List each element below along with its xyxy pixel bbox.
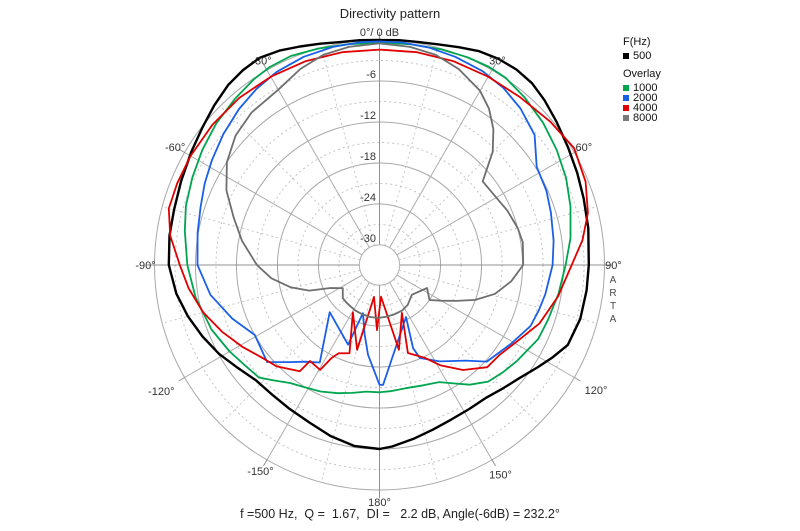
angle-label--30: -30° <box>251 56 271 68</box>
angle-label--150: -150° <box>247 466 273 478</box>
db-label--24: -24 <box>360 192 376 204</box>
radial-grid-120deg <box>396 274 575 378</box>
inner-scale-limit-circle <box>358 244 401 286</box>
legend-swatch-500 <box>623 53 629 59</box>
radial-grid--75deg <box>162 206 361 261</box>
legend-item-2000: 2000 <box>623 92 661 104</box>
angle-label-60: 60° <box>576 142 593 154</box>
legend-label-8000: 8000 <box>633 112 658 124</box>
legend-swatch-1000 <box>623 85 629 91</box>
legend-item-4000: 4000 <box>623 102 661 114</box>
angle-label-30: 30° <box>489 56 506 68</box>
radial-grid--45deg <box>220 105 366 252</box>
radial-grid-105deg <box>398 269 597 324</box>
radial-grid-150deg <box>389 282 493 461</box>
legend-label-4000: 4000 <box>633 102 658 114</box>
legend-label-500: 500 <box>633 50 652 62</box>
legend: F(Hz) 500 Overlay 1000 2000 4000 8000 <box>623 36 661 130</box>
angle-tick--60deg <box>178 148 185 153</box>
radial-grid--165deg <box>320 284 375 483</box>
angle-tick-120deg <box>574 377 581 382</box>
series-curve-8000hz <box>225 42 525 319</box>
legend-item-1000: 1000 <box>623 82 661 94</box>
db-label--12: -12 <box>360 110 376 122</box>
radial-grid--30deg <box>266 69 370 248</box>
radial-grid-135deg <box>393 278 539 425</box>
legend-overlay-header: Overlay <box>623 68 661 80</box>
legend-frequency-header: F(Hz) <box>623 36 651 48</box>
angle-tick--120deg <box>178 377 185 382</box>
angle-label--90: -90° <box>135 260 155 272</box>
legend-swatch-4000 <box>623 105 629 111</box>
radial-grid--15deg <box>320 47 375 246</box>
db-label--18: -18 <box>360 151 376 163</box>
angle-label-180: 180° <box>368 497 391 509</box>
angle-tick--150deg <box>263 459 268 467</box>
radial-grid--135deg <box>220 278 366 425</box>
legend-overlay-group: Overlay 1000 2000 4000 8000 <box>623 68 661 124</box>
radial-grid--105deg <box>162 269 361 324</box>
zero-angle-label: 0°/ 0 dB <box>360 27 399 39</box>
angle-label--60: -60° <box>165 142 185 154</box>
legend-swatch-2000 <box>623 95 629 101</box>
legend-label-1000: 1000 <box>633 82 658 94</box>
legend-item-8000: 8000 <box>623 112 661 124</box>
legend-frequency-group: F(Hz) 500 <box>623 36 661 62</box>
db-label--6: -6 <box>366 69 376 81</box>
legend-label-2000: 2000 <box>633 92 658 104</box>
radial-grid--60deg <box>184 152 363 256</box>
series-curve-4000hz <box>167 48 589 373</box>
legend-item-500: 500 <box>623 50 661 62</box>
radial-grid-30deg <box>389 69 493 248</box>
legend-swatch-8000 <box>623 115 629 121</box>
radial-grid-15deg <box>384 47 439 246</box>
series-curve-500hz <box>167 38 590 451</box>
angle-label-90: 90° <box>605 260 622 272</box>
radial-grid-45deg <box>393 105 539 252</box>
radial-grid-75deg <box>398 206 597 261</box>
radial-grid-60deg <box>396 152 575 256</box>
angle-label-120: 120° <box>585 385 608 397</box>
angle-label--120: -120° <box>148 386 174 398</box>
radial-grid-165deg <box>384 284 439 483</box>
angle-tick-150deg <box>491 459 496 467</box>
series-curve-2000hz <box>196 40 555 386</box>
plot-title: Directivity pattern <box>339 6 441 21</box>
angle-label-150: 150° <box>489 470 512 482</box>
radial-grid--120deg <box>184 274 363 378</box>
status-readout: f =500 Hz, Q = 1.67, DI = 2.2 dB, Angle(… <box>240 507 560 521</box>
db-label--30: -30 <box>360 233 376 245</box>
